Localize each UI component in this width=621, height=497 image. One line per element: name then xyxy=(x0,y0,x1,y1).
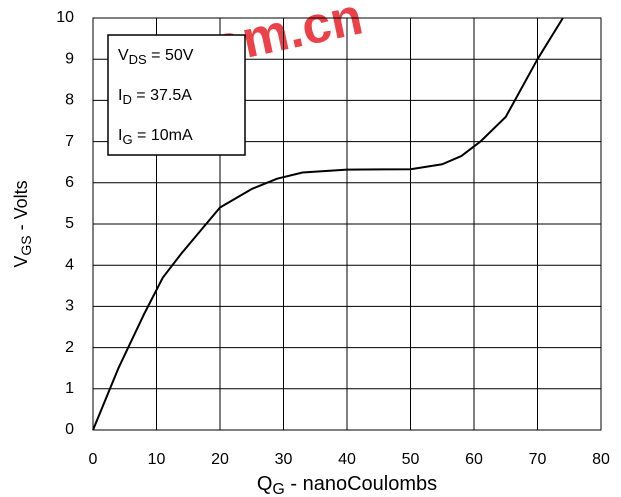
y-tick-label: 8 xyxy=(65,92,74,109)
annotation-sub: D xyxy=(122,92,131,107)
y-tick-label: 0 xyxy=(65,421,74,438)
y-tick-label: 6 xyxy=(65,174,74,191)
y-tick-label: 5 xyxy=(65,215,74,232)
x-axis-label-main: Q xyxy=(257,473,273,495)
annotation-sub: G xyxy=(122,132,132,147)
annotation-main: I xyxy=(118,127,122,144)
x-tick-label: 80 xyxy=(592,451,610,468)
y-tick-label: 9 xyxy=(65,50,74,67)
plot-frame xyxy=(92,17,602,431)
data-line xyxy=(92,17,564,431)
annotation: VDS = 50V xyxy=(118,47,194,67)
y-axis-label: VGS - Volts xyxy=(11,180,34,267)
annotation: IG = 10mA xyxy=(118,127,193,147)
annotation-rest: = 37.5A xyxy=(132,87,192,104)
y-axis-label-main: V xyxy=(11,256,31,268)
x-axis-label: QG - nanoCoulombs xyxy=(257,473,437,497)
x-tick-label: 50 xyxy=(402,451,420,468)
annotation-rest: = 50V xyxy=(147,47,194,64)
y-tick-label: 7 xyxy=(65,133,74,150)
x-tick-label: 70 xyxy=(529,451,547,468)
annotation-sub: DS xyxy=(129,52,147,67)
x-tick-label: 30 xyxy=(275,451,293,468)
y-tick-label: 3 xyxy=(65,298,74,315)
annotation-main: V xyxy=(118,47,129,64)
x-axis-label-sub: G xyxy=(272,481,284,497)
x-tick-label: 20 xyxy=(211,451,229,468)
annotation: ID = 37.5A xyxy=(118,87,192,107)
annotation-box xyxy=(107,34,246,156)
x-tick-label: 40 xyxy=(338,451,356,468)
x-axis-label-rest: - nanoCoulombs xyxy=(285,473,437,495)
x-tick-label: 60 xyxy=(465,451,483,468)
y-tick-label: 2 xyxy=(65,339,74,356)
y-tick-label: 1 xyxy=(65,380,74,397)
x-tick-label: 10 xyxy=(148,451,166,468)
y-axis-label-rest: - Volts xyxy=(11,180,31,235)
y-tick-label: 4 xyxy=(65,256,74,273)
x-tick-label: 0 xyxy=(89,451,98,468)
annotation-main: I xyxy=(118,87,122,104)
annotation-rest: = 10mA xyxy=(133,127,193,144)
y-axis-label-sub: GS xyxy=(18,235,34,255)
y-tick-label: 10 xyxy=(56,9,74,26)
